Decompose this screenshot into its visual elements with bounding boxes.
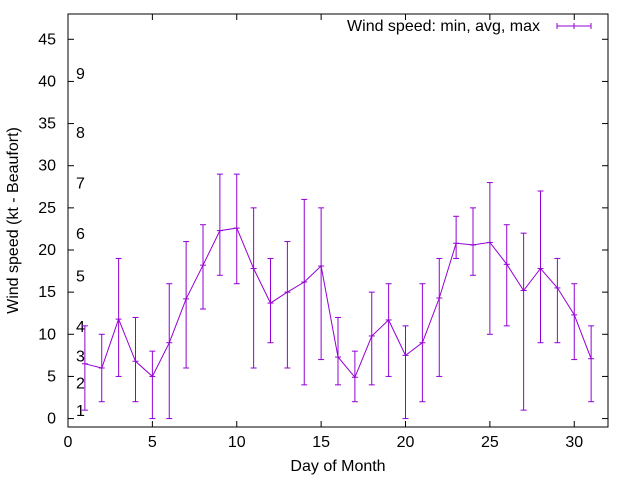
- y-tick-label: 35: [38, 116, 56, 133]
- y-tick-label: 15: [38, 284, 56, 301]
- y-tick-label: 25: [38, 200, 56, 217]
- x-tick-label: 25: [481, 434, 499, 451]
- plot-area-border: [67, 13, 609, 428]
- legend: Wind speed: min, avg, max: [347, 18, 592, 35]
- series-line: [84, 227, 592, 379]
- beaufort-label: 6: [76, 226, 85, 243]
- beaufort-label: 4: [76, 319, 85, 336]
- y-axis-title: Wind speed (kt - Beaufort): [5, 127, 22, 314]
- x-axis-title: Day of Month: [290, 458, 385, 475]
- beaufort-label: 1: [76, 403, 85, 420]
- beaufort-scale-labels: 1 2 3 4 5 6 7 8 9: [76, 66, 85, 420]
- beaufort-label: 5: [76, 268, 85, 285]
- x-tick-label: 15: [312, 434, 330, 451]
- y-tick-label: 45: [38, 31, 56, 48]
- x-tick-label: 0: [64, 434, 73, 451]
- axis-ticks: [67, 14, 608, 427]
- beaufort-label: 2: [76, 375, 85, 392]
- legend-label: Wind speed: min, avg, max: [347, 18, 540, 35]
- y-tick-label: 5: [47, 368, 56, 385]
- y-tick-label: 0: [47, 411, 56, 428]
- error-bars: [81, 173, 595, 420]
- y-tick-label: 40: [38, 73, 56, 90]
- beaufort-label: 3: [76, 348, 85, 365]
- y-tick-label: 30: [38, 158, 56, 175]
- x-tick-label: 5: [148, 434, 157, 451]
- y-tick-label: 20: [38, 242, 56, 259]
- legend-sample-errorbar: [556, 23, 592, 29]
- y-tick-label: 10: [38, 326, 56, 343]
- beaufort-label: 9: [76, 66, 85, 83]
- x-tick-label: 10: [228, 434, 246, 451]
- x-tick-label: 30: [565, 434, 583, 451]
- x-tick-label: 20: [397, 434, 415, 451]
- beaufort-label: 8: [76, 125, 85, 142]
- beaufort-label: 7: [76, 176, 85, 193]
